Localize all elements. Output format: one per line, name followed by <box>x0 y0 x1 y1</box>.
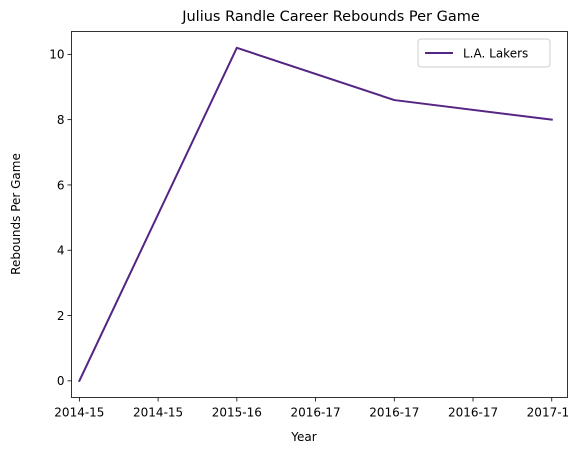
legend-box <box>417 38 551 68</box>
x-tick-label: 2016-17 <box>448 406 498 420</box>
x-tick-label: 2014-15 <box>133 406 183 420</box>
y-tick-label: 6 <box>57 178 65 192</box>
x-tick-label: 2015-16 <box>212 406 262 420</box>
legend-entry-lakers: L.A. Lakers <box>463 47 528 61</box>
y-tick-label: 2 <box>57 309 65 323</box>
plot-frame <box>71 31 568 398</box>
x-tick-label: 2016-17 <box>369 406 419 420</box>
series-line-0 <box>78 46 553 383</box>
y-tick-label: 0 <box>57 374 65 388</box>
chart-title: Julius Randle Career Rebounds Per Game <box>181 9 480 25</box>
x-axis-ticks: 2014-15 2014-15 2015-16 2016-17 2016-17 2016-… <box>54 397 569 420</box>
y-axis-ticks: 0 2 4 6 8 10 <box>49 48 72 388</box>
y-tick-label: 10 <box>49 48 64 62</box>
x-tick-label: 2017-18 <box>527 406 569 420</box>
y-tick-label: 8 <box>57 113 65 127</box>
y-axis-label: Rebounds Per Game <box>9 153 23 275</box>
x-axis-label: Year <box>290 430 316 444</box>
plot-marks <box>78 46 553 383</box>
y-tick-label: 4 <box>57 244 65 258</box>
x-tick-label: 2016-17 <box>290 406 340 420</box>
x-tick-label: 2014-15 <box>54 406 104 420</box>
legend: L.A. Lakers <box>417 38 551 68</box>
